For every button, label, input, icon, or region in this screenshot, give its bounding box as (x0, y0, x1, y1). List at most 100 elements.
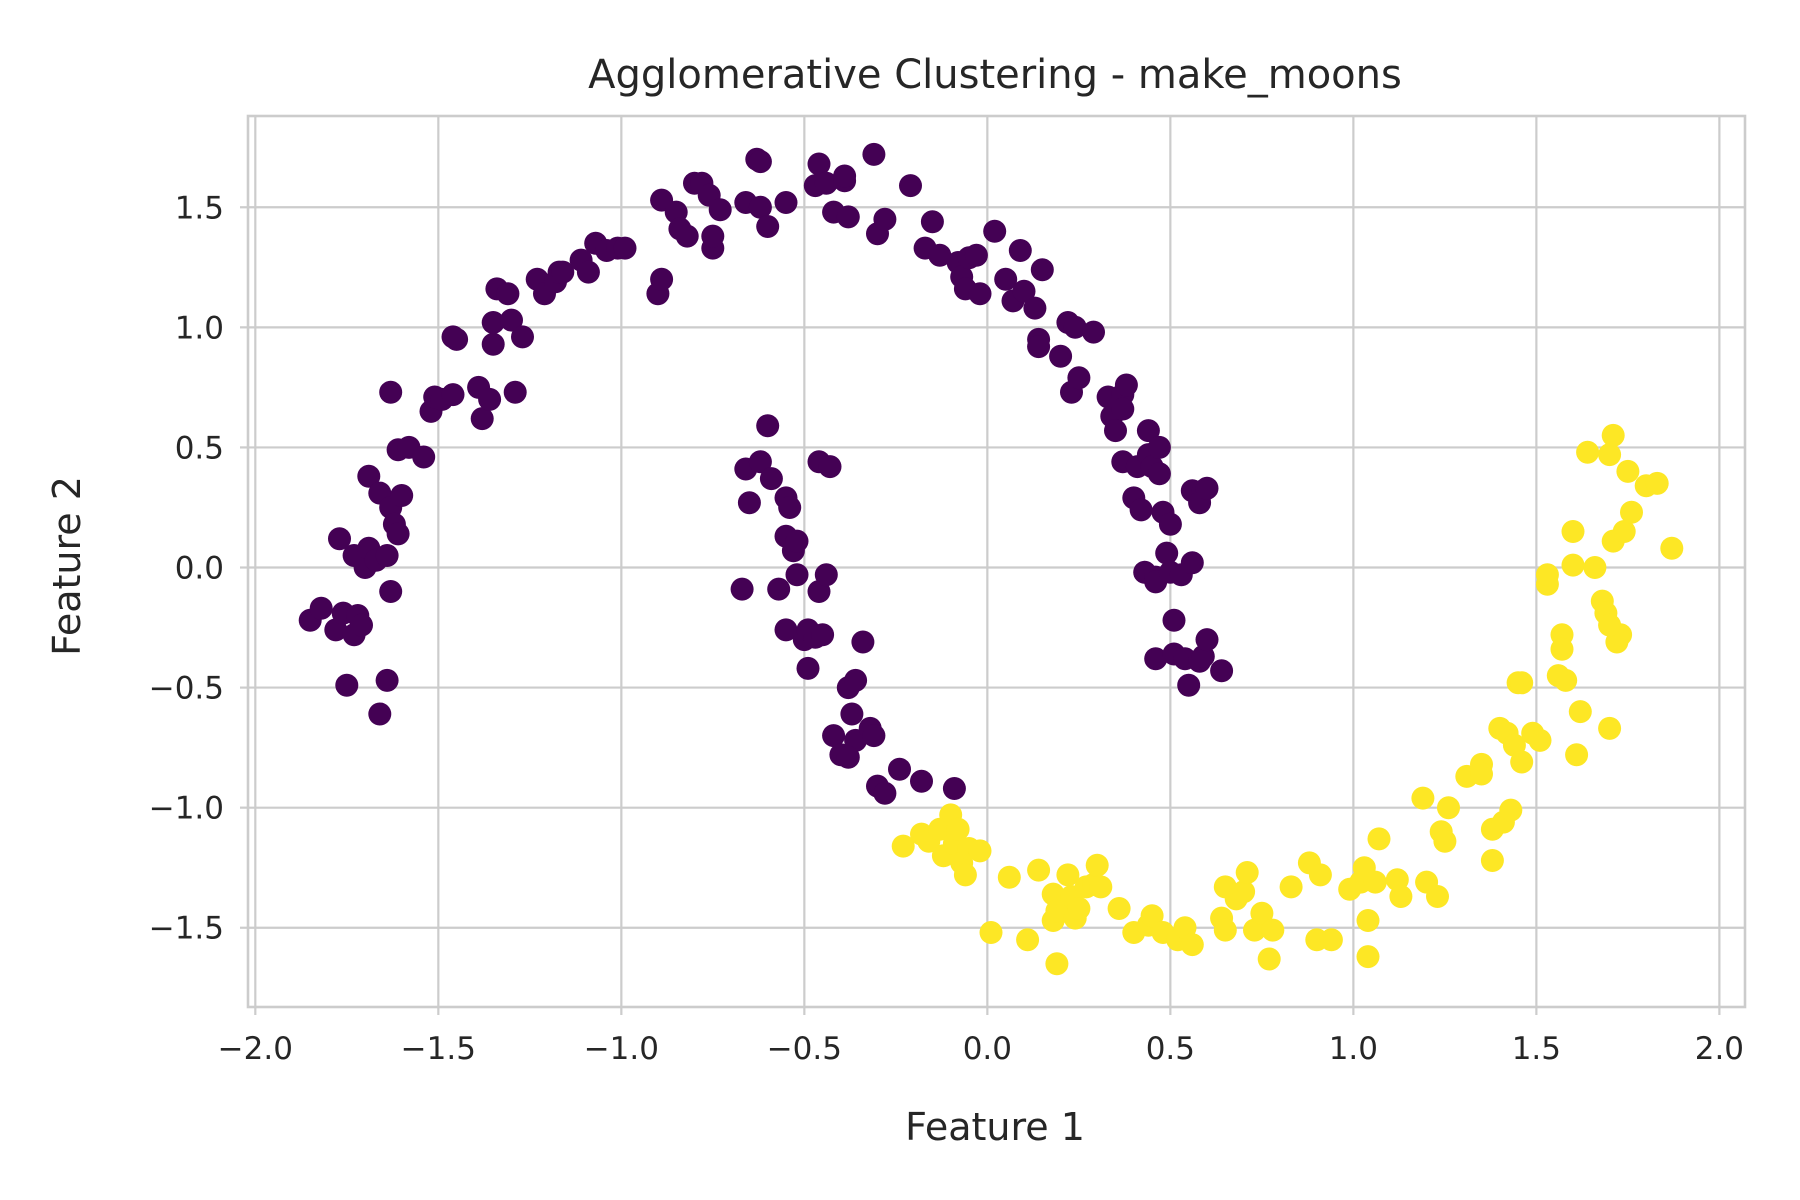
cluster-0-point (576, 260, 600, 284)
cluster-0-point (836, 745, 860, 769)
cluster-1-point (1363, 870, 1387, 894)
cluster-0-point (748, 450, 772, 474)
cluster-0-point (873, 207, 897, 231)
cluster-1-point (1235, 861, 1259, 884)
cluster-0-point (481, 332, 505, 356)
cluster-1-point (1583, 556, 1607, 579)
y-tick-label: 0.0 (175, 551, 224, 587)
x-tick-label: 0.5 (1146, 1031, 1195, 1067)
cluster-0-point (1180, 551, 1204, 575)
cluster-0-point (441, 383, 465, 407)
cluster-1-point (1180, 933, 1204, 957)
cluster-1-point (1356, 909, 1380, 932)
cluster-0-point (796, 656, 820, 680)
cluster-0-point (375, 544, 399, 567)
cluster-1-point (1367, 827, 1391, 851)
cluster-1-point (1510, 750, 1534, 774)
cluster-0-point (503, 380, 527, 404)
x-tick-label: 0.0 (963, 1031, 1012, 1067)
cluster-0-point (756, 215, 780, 238)
cluster-1-point (1027, 858, 1051, 882)
cluster-1-point (1598, 716, 1622, 740)
cluster-0-point (873, 781, 897, 805)
cluster-0-point (1030, 258, 1054, 282)
cluster-1-point (1107, 897, 1131, 920)
cluster-0-point (500, 308, 523, 332)
cluster-0-point (481, 311, 505, 334)
cluster-1-point (1612, 520, 1636, 543)
cluster-1-point (1565, 743, 1589, 767)
cluster-0-point (778, 496, 802, 519)
cluster-1-point (1279, 875, 1303, 899)
cluster-0-point (1147, 435, 1171, 459)
cluster-0-point (1210, 659, 1234, 683)
cluster-1-point (953, 863, 977, 887)
cluster-1-point (1308, 863, 1332, 887)
cluster-0-point (1195, 476, 1219, 500)
cluster-0-point (1008, 239, 1032, 262)
cluster-0-point (730, 577, 754, 601)
cluster-1-point (1067, 897, 1091, 920)
cluster-1-point (1660, 536, 1684, 560)
x-axis-label: Feature 1 (905, 1105, 1085, 1149)
cluster-1-point (1598, 613, 1622, 637)
cluster-1-point (1433, 829, 1457, 853)
cluster-0-point (1162, 608, 1186, 632)
cluster-0-point (818, 455, 842, 479)
cluster-1-point (1561, 553, 1585, 577)
cluster-0-point (328, 527, 351, 551)
cluster-0-point (1177, 673, 1201, 697)
data-points (298, 142, 1684, 976)
y-axis-label: Feature 2 (45, 476, 89, 656)
cluster-1-point (1550, 637, 1574, 661)
cluster-0-point (844, 668, 868, 692)
cluster-0-point (1158, 512, 1182, 536)
cluster-0-point (964, 243, 988, 267)
cluster-1-point (1437, 796, 1460, 820)
cluster-1-point (968, 839, 992, 863)
cluster-0-point (350, 613, 373, 637)
cluster-0-point (840, 702, 864, 726)
cluster-1-point (1261, 918, 1285, 942)
cluster-0-point (862, 142, 886, 166)
cluster-1-point (997, 865, 1021, 889)
cluster-0-point (1144, 647, 1168, 671)
cluster-1-point (1645, 471, 1669, 495)
cluster-0-point (774, 618, 798, 642)
cluster-1-point (1232, 880, 1256, 904)
cluster-0-point (888, 757, 911, 781)
cluster-0-point (357, 464, 381, 488)
cluster-1-point (1598, 443, 1622, 467)
cluster-1-point (1470, 762, 1493, 786)
cluster-0-point (1049, 344, 1073, 368)
cluster-1-point (1576, 440, 1600, 464)
cluster-0-point (379, 380, 403, 404)
cluster-1-point (946, 817, 970, 841)
cluster-0-point (551, 260, 575, 284)
cluster-0-point (811, 623, 835, 647)
cluster-1-point (1620, 500, 1643, 524)
cluster-1-point (1616, 459, 1640, 483)
cluster-0-point (1111, 397, 1135, 421)
y-tick-label: −0.5 (149, 671, 224, 707)
x-tick-label: 2.0 (1695, 1031, 1744, 1067)
cluster-0-point (807, 152, 831, 176)
cluster-0-point (390, 484, 414, 507)
cluster-1-point (1016, 928, 1040, 952)
cluster-1-point (1056, 863, 1080, 887)
y-tick-label: 1.0 (175, 310, 224, 346)
cluster-0-point (756, 414, 780, 438)
cluster-0-point (862, 724, 886, 748)
cluster-0-point (994, 267, 1018, 291)
y-tick-label: 0.5 (175, 430, 224, 466)
cluster-0-point (836, 205, 860, 229)
cluster-0-point (1114, 373, 1138, 397)
cluster-0-point (942, 777, 966, 800)
cluster-0-point (920, 210, 944, 234)
cluster-0-point (379, 580, 403, 603)
cluster-1-point (1528, 728, 1552, 752)
axis-ticks: −2.0 −1.5 −1.0 −0.5 0.0 0.5 1.0 1.5 2.0 −1.5 −1.0 −… (149, 190, 1744, 1067)
cluster-0-point (737, 491, 761, 515)
cluster-0-point (833, 164, 857, 188)
